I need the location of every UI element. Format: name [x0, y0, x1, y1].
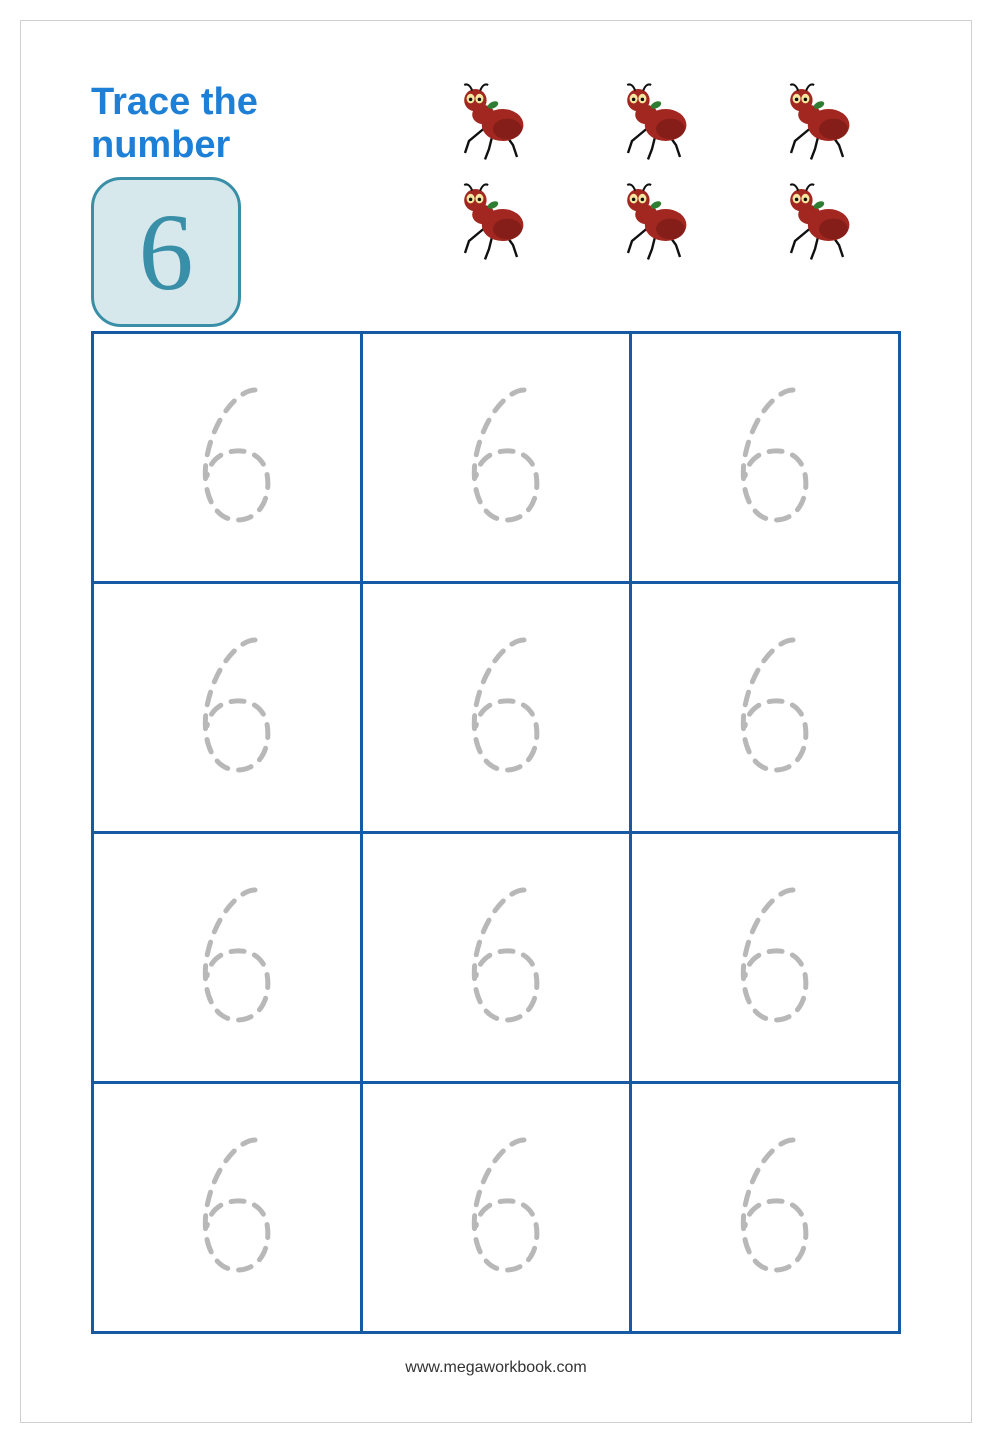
- header-row: Trace the number 6: [91, 81, 901, 311]
- trace-number-6: [705, 378, 825, 538]
- trace-cell: [631, 333, 900, 583]
- trace-row: [93, 833, 900, 1083]
- trace-cell: [362, 583, 631, 833]
- ant-icon: [779, 81, 859, 161]
- ant: [779, 181, 859, 261]
- trace-number-6: [167, 378, 287, 538]
- ant-row: [411, 81, 901, 161]
- trace-row: [93, 583, 900, 833]
- ant: [779, 81, 859, 161]
- trace-cell: [362, 333, 631, 583]
- ant-icon: [453, 181, 533, 261]
- number-display-box: 6: [91, 177, 241, 327]
- trace-number-6: [436, 628, 556, 788]
- trace-number-6: [436, 1128, 556, 1288]
- trace-number-6: [705, 628, 825, 788]
- ant: [616, 181, 696, 261]
- trace-cell: [631, 1083, 900, 1333]
- trace-number-6: [167, 1128, 287, 1288]
- trace-number-6: [436, 878, 556, 1038]
- worksheet-title: Trace the number: [91, 81, 381, 167]
- ant: [453, 81, 533, 161]
- trace-cell: [362, 1083, 631, 1333]
- trace-cell: [93, 1083, 362, 1333]
- ants-grid: [411, 81, 901, 261]
- trace-cell: [631, 833, 900, 1083]
- trace-row: [93, 1083, 900, 1333]
- trace-grid: [91, 331, 901, 1334]
- ant-icon: [779, 181, 859, 261]
- trace-cell: [362, 833, 631, 1083]
- ant: [453, 181, 533, 261]
- trace-cell: [93, 583, 362, 833]
- worksheet-page: Trace the number 6: [20, 20, 972, 1423]
- ant: [616, 81, 696, 161]
- trace-row: [93, 333, 900, 583]
- trace-number-6: [436, 378, 556, 538]
- ant-icon: [616, 181, 696, 261]
- trace-cell: [93, 333, 362, 583]
- trace-number-6: [705, 878, 825, 1038]
- trace-cell: [93, 833, 362, 1083]
- number-display: 6: [139, 197, 194, 307]
- trace-number-6: [705, 1128, 825, 1288]
- trace-cell: [631, 583, 900, 833]
- ant-row: [411, 181, 901, 261]
- ant-icon: [616, 81, 696, 161]
- trace-number-6: [167, 628, 287, 788]
- ant-icon: [453, 81, 533, 161]
- footer-url: www.megaworkbook.com: [91, 1359, 901, 1377]
- title-block: Trace the number 6: [91, 81, 381, 327]
- trace-number-6: [167, 878, 287, 1038]
